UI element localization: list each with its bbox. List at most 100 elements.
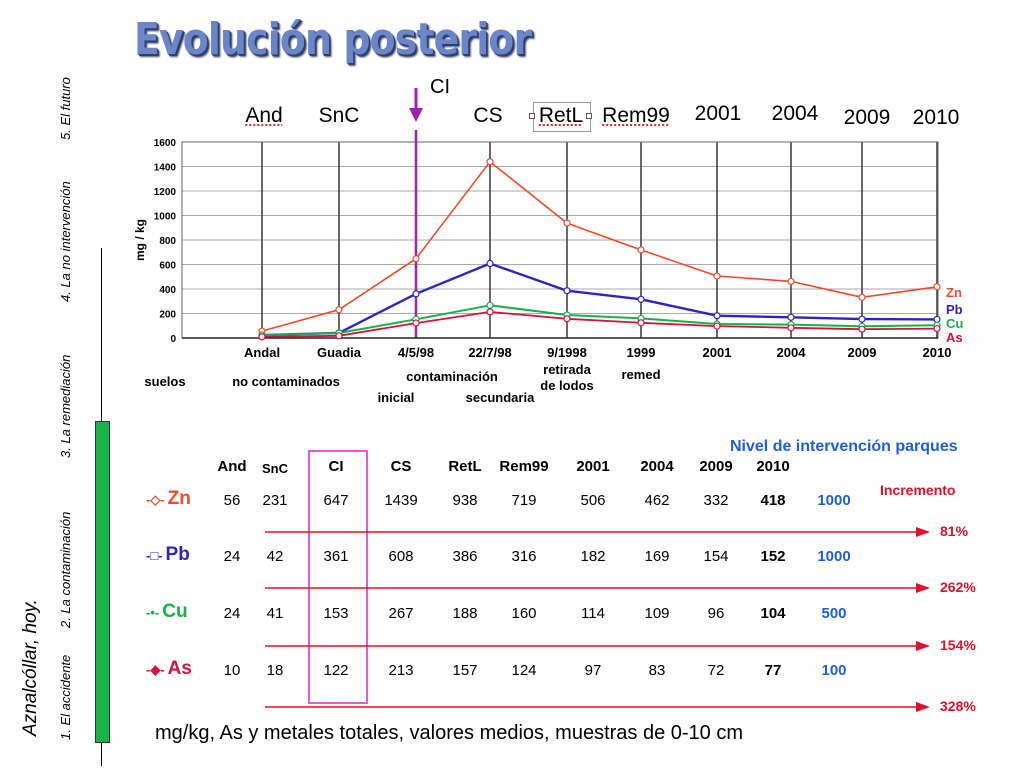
x-tick-label: 1999 <box>627 345 656 360</box>
element-name: Zn <box>167 488 191 509</box>
data-point-zn <box>933 283 941 291</box>
data-point-zn <box>858 293 866 301</box>
table-cell: 160 <box>511 605 537 622</box>
x-tick-label: 4/5/98 <box>398 345 434 360</box>
table-cell: 506 <box>580 492 606 509</box>
legend-zn: Zn <box>946 285 962 300</box>
table-cell: 462 <box>644 492 670 509</box>
legend-pb: Pb <box>946 302 963 317</box>
x-tick-label: 9/1998 <box>547 345 587 360</box>
table-header-2009: 2009 <box>699 458 733 475</box>
table-header-retl: RetL <box>448 458 482 475</box>
table-cell: 77 <box>764 662 782 679</box>
phase-label-2001: 2001 <box>694 102 742 125</box>
table-cell: 188 <box>452 605 478 622</box>
chart-series <box>258 158 941 341</box>
table-cell: 97 <box>584 662 602 679</box>
data-point-pb <box>713 312 721 320</box>
table-header-2001: 2001 <box>576 458 610 475</box>
data-point-pb <box>858 315 866 323</box>
table-cell: 83 <box>648 662 666 679</box>
table-header-cs: CS <box>390 458 412 475</box>
data-point-as <box>258 333 266 341</box>
phase-label-2010: 2010 <box>912 106 960 129</box>
legend-as: As <box>946 330 963 345</box>
table-cell: 231 <box>262 492 288 509</box>
phase-label-and: And <box>245 104 283 127</box>
data-point-as <box>563 315 571 323</box>
x-tick-label: Andal <box>244 345 280 360</box>
phase-label-snc: SnC <box>318 104 360 127</box>
table-header-rem99: Rem99 <box>499 458 549 475</box>
table-cell: 316 <box>511 548 537 565</box>
arrow-head-icon <box>916 583 930 593</box>
table-cell: 104 <box>760 605 786 622</box>
data-point-as <box>858 325 866 333</box>
ci-column-highlight <box>308 450 368 704</box>
legend-cu: Cu <box>946 316 963 331</box>
ci-marker-label: CI <box>430 76 450 98</box>
phase-label-retl: RetL <box>538 104 584 127</box>
table-cell: 41 <box>266 605 284 622</box>
data-point-pb <box>637 295 645 303</box>
data-point-as <box>412 319 420 327</box>
data-point-zn <box>787 277 795 286</box>
table-cell: 361 <box>323 548 349 565</box>
x-sublabel: de lodos <box>540 378 593 393</box>
table-cell: 153 <box>323 605 349 622</box>
line-chart: 0 200 400 600 800 1000 1200 1400 1600 mg / kg Zn Pb… <box>133 130 963 405</box>
x-tick-label: 2004 <box>777 345 807 360</box>
chart-axes <box>181 141 939 339</box>
x-tick-label: 2009 <box>848 345 877 360</box>
y-tick-label: 600 <box>159 261 176 272</box>
resize-handle-right[interactable] <box>586 113 592 119</box>
table-cell: 267 <box>388 605 414 622</box>
phase-label-cs: CS <box>473 104 503 127</box>
table-cell: 213 <box>388 662 414 679</box>
resize-handle-left[interactable] <box>529 113 535 119</box>
row-label-as: -◆- As <box>146 658 192 680</box>
x-tick-label: Guadia <box>317 345 362 360</box>
x-sublabel: secundaria <box>466 390 535 405</box>
ci-arrow-icon <box>409 88 423 122</box>
row-label-cu: -•- Cu <box>146 601 188 623</box>
table-cell: 647 <box>323 492 349 509</box>
arrow-head-icon <box>916 641 930 651</box>
data-point-pb <box>787 313 795 321</box>
series-line-zn <box>261 160 938 332</box>
page-title: Evolución posterior <box>134 14 532 65</box>
increment-percent: 328% <box>940 698 976 714</box>
phase-label-2009: 2009 <box>843 106 891 129</box>
table-header-2004: 2004 <box>640 458 674 475</box>
footer-note: mg/kg, As y metales totales, valores med… <box>155 722 744 744</box>
table-cell: 169 <box>644 548 670 565</box>
x-tick-label: 2010 <box>923 345 952 360</box>
increment-percent: 262% <box>940 579 976 595</box>
row-label-zn: -◇- Zn <box>146 488 191 510</box>
x-sublabel: contaminación <box>406 369 498 384</box>
x-sublabel: suelos <box>144 374 185 389</box>
y-tick-label: 400 <box>159 285 176 296</box>
data-point-pb <box>563 287 571 295</box>
table-cell: 96 <box>707 605 725 622</box>
increment-percent: 81% <box>940 523 969 539</box>
nivel-value: 100 <box>821 662 847 679</box>
cu-marker-icon: -•- <box>146 605 160 620</box>
table-cell: 182 <box>580 548 606 565</box>
nivel-header: Nivel de intervención parques <box>730 438 958 455</box>
table-cell: 122 <box>323 662 349 679</box>
chart-labels: 0 200 400 600 800 1000 1200 1400 1600 mg / kg Zn Pb… <box>133 138 963 405</box>
zn-marker-icon: -◇- <box>146 492 165 507</box>
element-name: Cu <box>162 601 188 622</box>
x-tick-label: 22/7/98 <box>468 345 511 360</box>
y-tick-label: 1400 <box>154 163 177 174</box>
nivel-value: 1000 <box>817 548 851 565</box>
data-point-zn <box>335 306 343 314</box>
table-cell: 124 <box>511 662 537 679</box>
table-cell: 10 <box>223 662 241 679</box>
table-cell: 332 <box>703 492 729 509</box>
row-label-pb: -□- Pb <box>146 544 190 566</box>
table-header-snc: SnC <box>262 461 288 476</box>
data-point-cu <box>486 301 494 309</box>
